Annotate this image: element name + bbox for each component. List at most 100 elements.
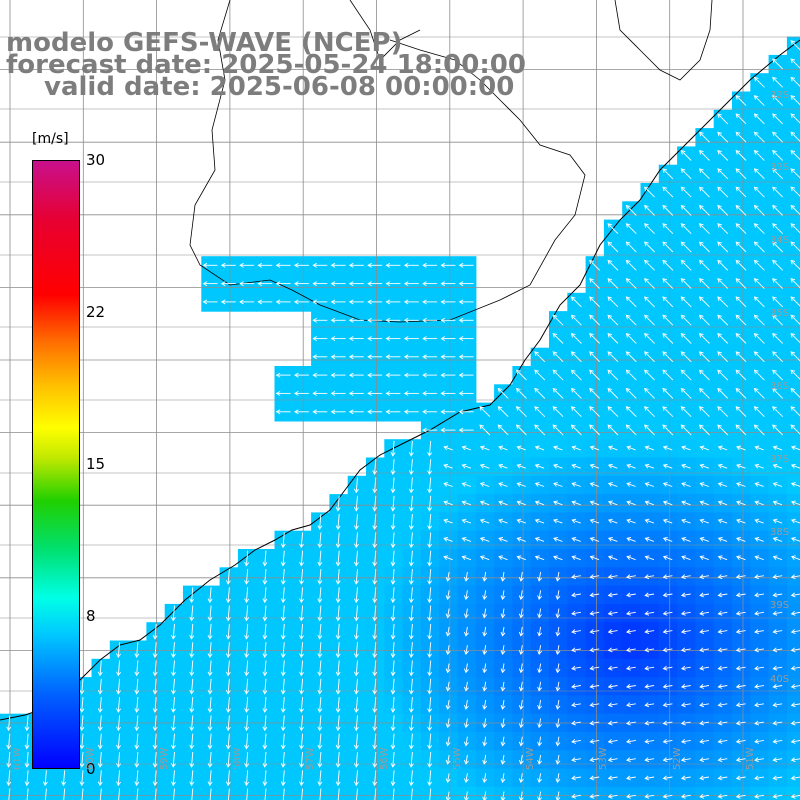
wind-arrow [625, 259, 637, 271]
colorbar [32, 160, 80, 769]
wind-arrow [479, 500, 490, 506]
wind-arrow [461, 555, 472, 561]
wind-arrow [662, 387, 674, 399]
wind-cell [786, 146, 800, 166]
wind-arrow [353, 550, 359, 567]
wind-cell [786, 183, 800, 202]
wind-arrow [390, 495, 396, 512]
wind-arrow [644, 406, 655, 418]
wind-arrow [625, 223, 637, 235]
wind-cell [786, 786, 800, 800]
colorbar-tick-15: 15 [86, 455, 106, 473]
wind-arrow [735, 223, 747, 235]
wind-cell [786, 274, 800, 294]
wind-arrow [790, 500, 800, 506]
wind-arrow [458, 317, 474, 323]
wind-arrow [625, 241, 637, 253]
wind-arrow [275, 281, 291, 287]
wind-arrow [662, 518, 673, 524]
wind-arrow [552, 314, 564, 326]
lon-label: 60W [85, 747, 97, 770]
wind-arrow [280, 532, 286, 549]
wind-arrow [461, 482, 472, 487]
wind-arrow [461, 537, 472, 542]
wind-cell [732, 786, 751, 800]
wind-arrow [607, 537, 618, 542]
wind-cell [786, 219, 800, 239]
wind-arrow [440, 336, 456, 341]
wind-arrow [589, 387, 601, 399]
wind-arrow [403, 391, 419, 396]
wind-arrow [335, 514, 341, 530]
wind-arrow [312, 409, 328, 415]
wind-arrow [772, 186, 784, 198]
wind-arrow [553, 500, 563, 506]
wind-arrow [698, 296, 710, 308]
wind-arrow [754, 537, 764, 542]
wind-arrow [244, 550, 250, 567]
wind-arrow [299, 550, 304, 567]
wind-arrow [698, 223, 710, 235]
wind-arrow [244, 568, 250, 585]
wind-arrow [625, 332, 637, 344]
wind-arrow [644, 463, 655, 469]
wind-arrow [644, 482, 655, 487]
wind-arrow [570, 314, 582, 326]
wind-arrow [644, 445, 655, 451]
wind-arrow [772, 76, 784, 88]
wind-arrow [220, 299, 236, 305]
wind-arrow [698, 278, 710, 289]
wind-arrow [443, 555, 453, 561]
wind-arrow [680, 406, 692, 418]
wind-arrow [589, 500, 600, 506]
wind-arrow [367, 391, 383, 396]
wind-cell [567, 786, 587, 800]
wind-arrow [607, 296, 619, 308]
wind-arrow [772, 204, 784, 216]
wind-arrow [390, 459, 396, 475]
wind-arrow [790, 204, 800, 216]
wind-arrow [427, 440, 433, 457]
wind-cell [786, 366, 800, 385]
wind-arrow [408, 459, 414, 475]
wind-arrow [570, 332, 582, 344]
wind-arrow [790, 168, 800, 179]
wind-arrow [317, 532, 323, 549]
wind-arrow [403, 317, 419, 323]
wind-arrow [662, 186, 674, 198]
wind-arrow [348, 354, 364, 360]
wind-arrow [335, 550, 341, 567]
wind-arrow [498, 555, 508, 561]
lat-label: 35S [770, 308, 790, 319]
wind-arrow [680, 168, 692, 180]
wind-arrow [607, 482, 618, 487]
wind-arrow [330, 299, 346, 305]
wind-arrow [372, 568, 378, 585]
wind-arrow [422, 317, 438, 323]
wind-arrow [534, 518, 545, 524]
wind-arrow [772, 95, 784, 106]
wind-arrow [753, 76, 765, 88]
wind-arrow [372, 495, 378, 512]
wind-arrow [403, 409, 419, 415]
wind-arrow [408, 532, 414, 549]
wind-arrow [372, 459, 378, 475]
wind-arrow [790, 259, 800, 270]
wind-arrow [498, 482, 508, 487]
wind-arrow [790, 296, 800, 307]
wind-arrow [772, 555, 783, 561]
wind-arrow [790, 424, 800, 435]
wind-arrow [662, 223, 674, 235]
lon-label: 51W [745, 747, 756, 770]
wind-arrow [790, 555, 800, 561]
wind-arrow [662, 296, 674, 308]
wind-arrow [458, 409, 474, 415]
wind-arrow [348, 391, 364, 396]
wind-arrow [498, 518, 508, 524]
wind-arrow [607, 278, 619, 289]
wind-arrow [479, 445, 490, 451]
wind-arrow [516, 500, 526, 506]
wind-arrow [772, 113, 784, 125]
